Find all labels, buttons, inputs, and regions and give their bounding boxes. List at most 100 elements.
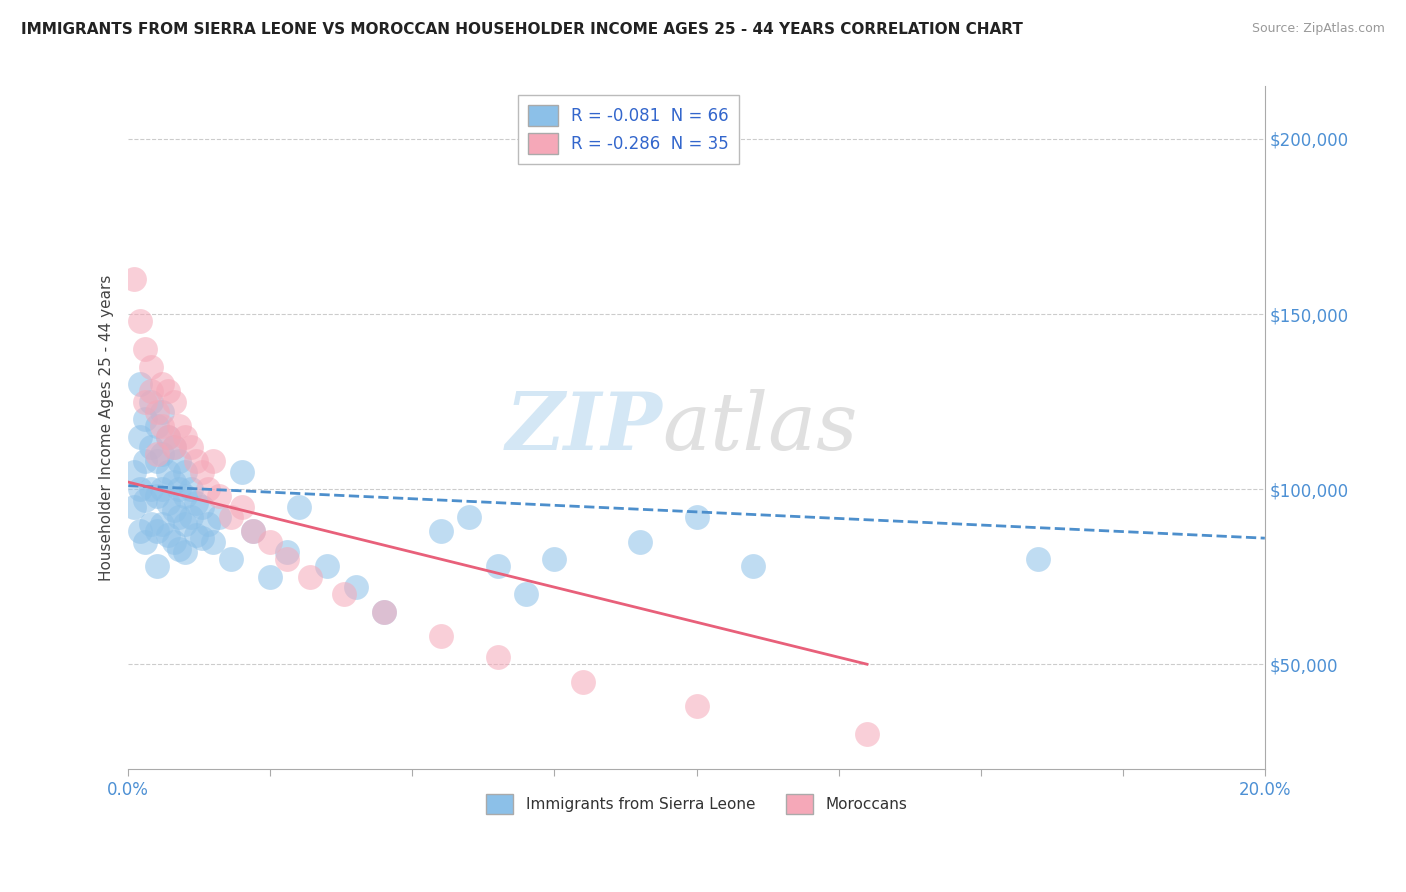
Point — [145, 405, 167, 419]
Point — [145, 559, 167, 574]
Point — [242, 524, 264, 538]
Point — [169, 541, 191, 556]
Point — [139, 440, 162, 454]
Point — [128, 524, 150, 538]
Point — [572, 674, 595, 689]
Point — [128, 377, 150, 392]
Point — [122, 272, 145, 286]
Point — [186, 527, 208, 541]
Point — [134, 394, 156, 409]
Point — [373, 605, 395, 619]
Point — [486, 650, 509, 665]
Point — [208, 510, 231, 524]
Point — [139, 517, 162, 532]
Point — [259, 534, 281, 549]
Point — [134, 342, 156, 356]
Point — [163, 534, 186, 549]
Point — [856, 727, 879, 741]
Point — [174, 545, 197, 559]
Point — [231, 465, 253, 479]
Point — [344, 580, 367, 594]
Point — [231, 500, 253, 514]
Point — [191, 531, 214, 545]
Point — [685, 510, 707, 524]
Point — [150, 419, 173, 434]
Point — [543, 552, 565, 566]
Point — [145, 524, 167, 538]
Point — [122, 500, 145, 514]
Point — [169, 482, 191, 496]
Point — [150, 482, 173, 496]
Point — [430, 629, 453, 643]
Point — [219, 510, 242, 524]
Point — [515, 587, 537, 601]
Point — [139, 384, 162, 398]
Point — [157, 465, 180, 479]
Point — [180, 482, 202, 496]
Point — [134, 492, 156, 507]
Point — [174, 429, 197, 443]
Text: ZIP: ZIP — [506, 389, 662, 467]
Text: atlas: atlas — [662, 389, 858, 467]
Point — [219, 552, 242, 566]
Point — [287, 500, 309, 514]
Point — [333, 587, 356, 601]
Point — [191, 500, 214, 514]
Point — [628, 534, 651, 549]
Legend: Immigrants from Sierra Leone, Moroccans: Immigrants from Sierra Leone, Moroccans — [477, 785, 917, 823]
Point — [202, 454, 225, 468]
Point — [157, 429, 180, 443]
Point — [145, 489, 167, 503]
Text: IMMIGRANTS FROM SIERRA LEONE VS MOROCCAN HOUSEHOLDER INCOME AGES 25 - 44 YEARS C: IMMIGRANTS FROM SIERRA LEONE VS MOROCCAN… — [21, 22, 1024, 37]
Point — [163, 503, 186, 517]
Point — [150, 377, 173, 392]
Point — [486, 559, 509, 574]
Point — [128, 314, 150, 328]
Point — [202, 534, 225, 549]
Point — [299, 570, 322, 584]
Point — [145, 419, 167, 434]
Point — [150, 405, 173, 419]
Point — [134, 454, 156, 468]
Point — [742, 559, 765, 574]
Point — [180, 510, 202, 524]
Text: Source: ZipAtlas.com: Source: ZipAtlas.com — [1251, 22, 1385, 36]
Point — [685, 699, 707, 714]
Point — [174, 489, 197, 503]
Point — [139, 394, 162, 409]
Point — [139, 359, 162, 374]
Point — [276, 552, 298, 566]
Point — [163, 440, 186, 454]
Point — [174, 465, 197, 479]
Point — [157, 429, 180, 443]
Point — [157, 496, 180, 510]
Point — [373, 605, 395, 619]
Point — [186, 496, 208, 510]
Point — [157, 527, 180, 541]
Point — [242, 524, 264, 538]
Point — [128, 482, 150, 496]
Point — [139, 482, 162, 496]
Point — [150, 517, 173, 532]
Point — [208, 489, 231, 503]
Point — [430, 524, 453, 538]
Point — [169, 454, 191, 468]
Point — [169, 510, 191, 524]
Point — [186, 454, 208, 468]
Point — [197, 517, 219, 532]
Point — [145, 447, 167, 461]
Point — [163, 440, 186, 454]
Point — [458, 510, 481, 524]
Point — [157, 384, 180, 398]
Point — [191, 465, 214, 479]
Point — [150, 447, 173, 461]
Point — [174, 517, 197, 532]
Point — [163, 394, 186, 409]
Point — [180, 440, 202, 454]
Point — [134, 412, 156, 426]
Y-axis label: Householder Income Ages 25 - 44 years: Householder Income Ages 25 - 44 years — [100, 275, 114, 581]
Point — [276, 545, 298, 559]
Point — [259, 570, 281, 584]
Point — [134, 534, 156, 549]
Point — [122, 465, 145, 479]
